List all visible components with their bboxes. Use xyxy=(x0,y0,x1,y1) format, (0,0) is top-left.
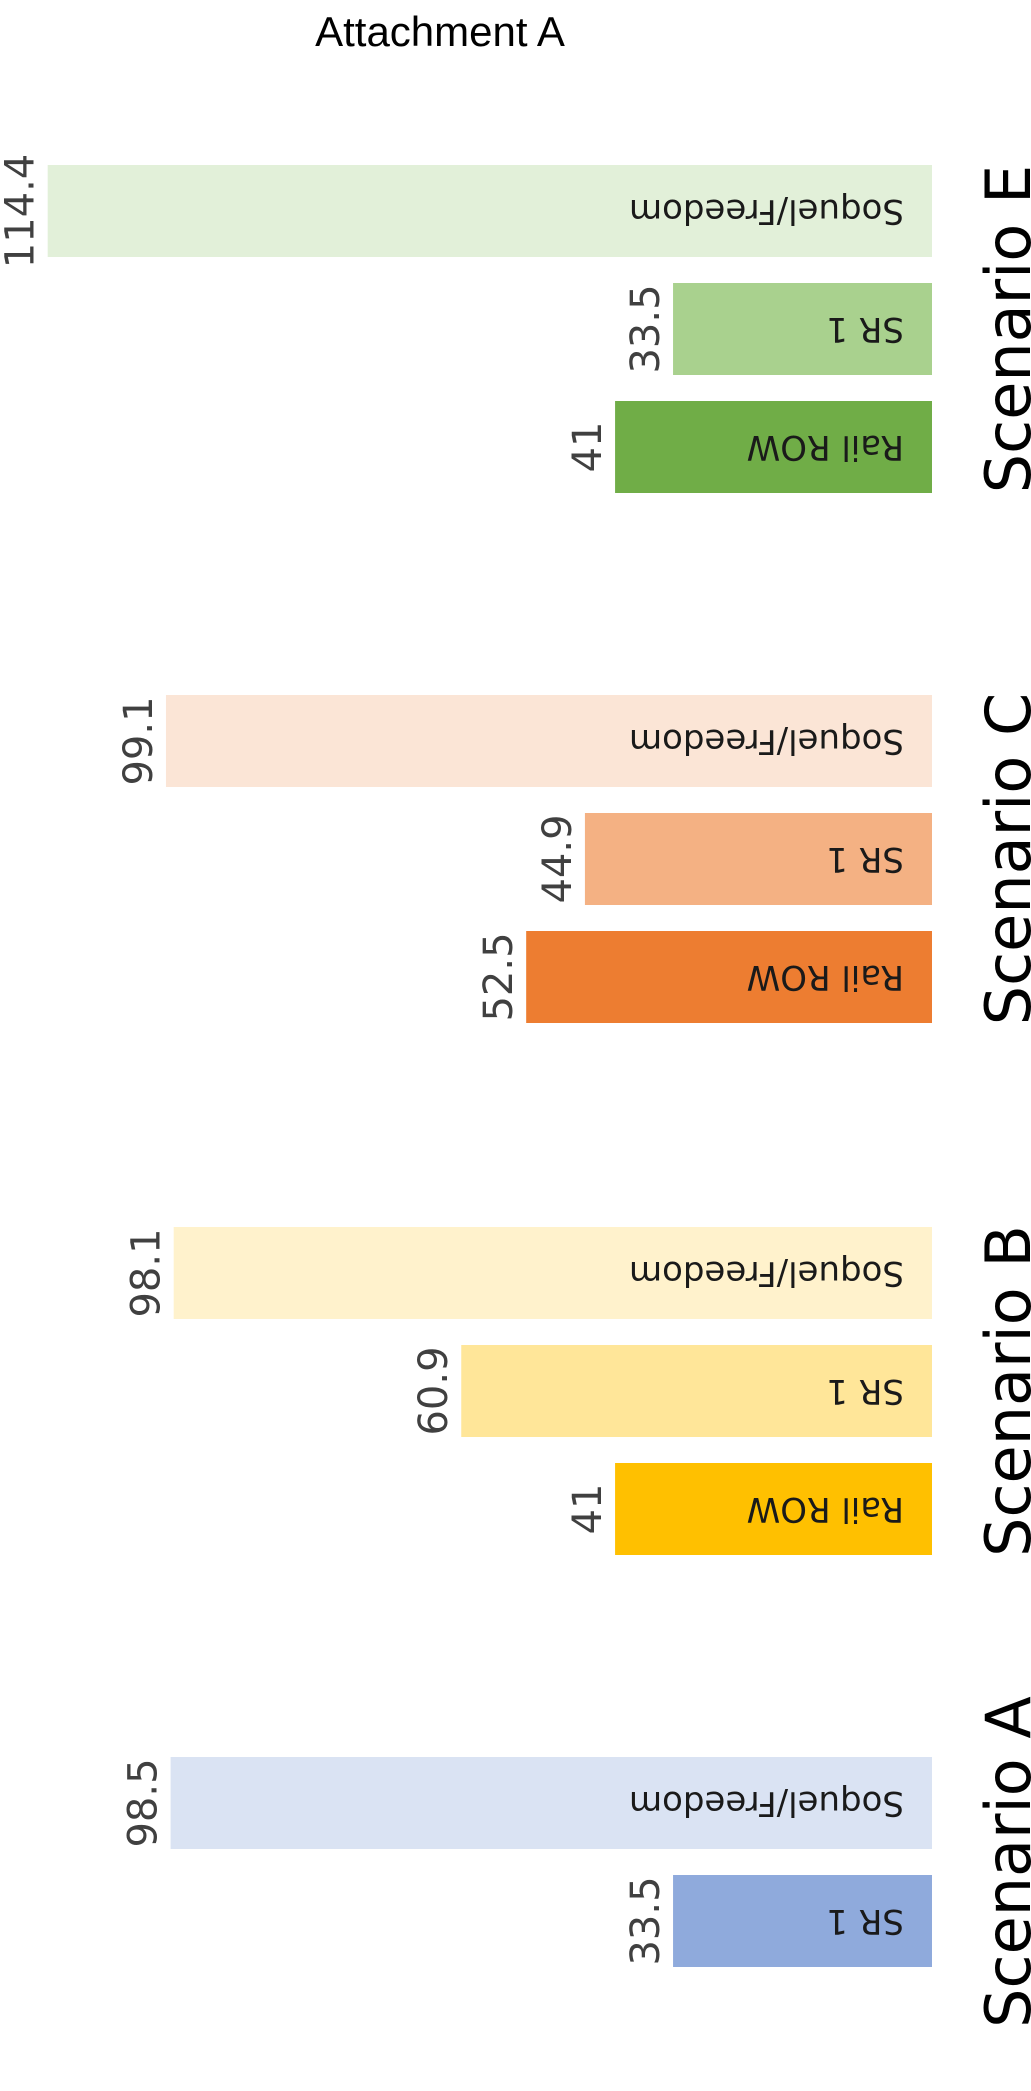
bar-scenario-a-soquel-freedom xyxy=(170,1757,933,1849)
bar-value-label: 33.5 xyxy=(623,1876,669,1965)
bar-scenario-a-sr-1 xyxy=(673,1875,932,1967)
bar-scenario-e-rail-row xyxy=(615,401,932,493)
bar-category-label: SR 1 xyxy=(826,309,904,349)
bar-category-label: Rail ROW xyxy=(747,1489,904,1529)
bar-value-label: 114.4 xyxy=(0,154,44,269)
bar-value-label: 41 xyxy=(565,1484,611,1535)
bar-scenario-e-sr-1 xyxy=(673,283,932,375)
bar-scenario-c-soquel-freedom xyxy=(165,695,932,787)
bar-scenario-b-rail-row xyxy=(615,1463,932,1555)
bar-category-label: SR 1 xyxy=(826,1901,904,1941)
bar-scenario-e-soquel-freedom xyxy=(47,165,933,257)
bar-scenario-c-sr-1 xyxy=(584,813,932,905)
bar-value-label: 41 xyxy=(565,422,611,473)
scenario-label: Scenario C xyxy=(972,693,1031,1026)
bar-category-label: SR 1 xyxy=(826,1371,904,1411)
bar-category-label: Soquel/Freedom xyxy=(629,1253,904,1293)
bar-category-label: Soquel/Freedom xyxy=(629,1783,904,1823)
bar-category-label: SR 1 xyxy=(826,839,904,879)
bar-value-label: 60.9 xyxy=(411,1346,457,1435)
bar-category-label: Rail ROW xyxy=(747,427,904,467)
scenario-label: Scenario A xyxy=(972,1696,1031,2028)
bar-value-label: 99.1 xyxy=(116,696,162,785)
bar-scenario-b-sr-1 xyxy=(461,1345,932,1437)
bar-value-label: 33.5 xyxy=(623,284,669,373)
bar-value-label: 98.1 xyxy=(124,1228,170,1317)
page-title: Attachment A xyxy=(315,8,565,55)
bar-category-label: Soquel/Freedom xyxy=(629,721,904,761)
bar-value-label: 98.5 xyxy=(121,1758,167,1847)
scenario-label: Scenario E xyxy=(972,165,1031,493)
bar-value-label: 44.9 xyxy=(535,814,581,903)
bar-scenario-b-soquel-freedom xyxy=(173,1227,932,1319)
bar-value-label: 52.5 xyxy=(476,932,522,1021)
bar-category-label: Rail ROW xyxy=(747,957,904,997)
bar-scenario-c-rail-row xyxy=(526,931,932,1023)
scenario-label: Scenario B xyxy=(972,1225,1031,1557)
bar-category-label: Soquel/Freedom xyxy=(629,191,904,231)
